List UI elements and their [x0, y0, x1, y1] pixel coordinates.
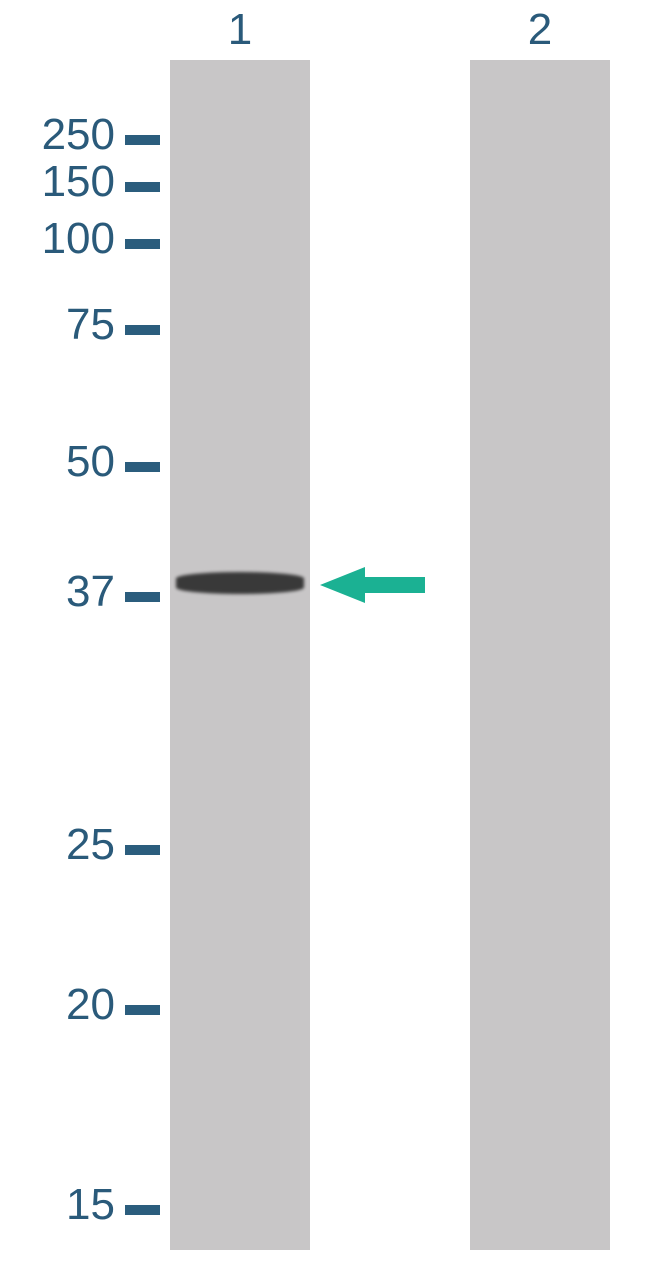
marker-tick-150 [125, 182, 160, 192]
marker-label-50: 50 [66, 440, 115, 484]
marker-tick-25 [125, 845, 160, 855]
marker-tick-75 [125, 325, 160, 335]
marker-tick-100 [125, 239, 160, 249]
marker-tick-250 [125, 135, 160, 145]
marker-tick-15 [125, 1205, 160, 1215]
marker-label-100: 100 [42, 217, 115, 261]
marker-tick-37 [125, 592, 160, 602]
lane-header-2: 2 [470, 5, 610, 55]
marker-label-25: 25 [66, 823, 115, 867]
blot-container: 1 2 250 150 100 75 50 37 25 20 15 [0, 0, 650, 1270]
marker-label-250: 250 [42, 113, 115, 157]
marker-label-150: 150 [42, 160, 115, 204]
marker-label-37: 37 [66, 570, 115, 614]
marker-tick-20 [125, 1005, 160, 1015]
lane-header-1: 1 [170, 5, 310, 55]
protein-band [176, 572, 305, 594]
marker-tick-50 [125, 462, 160, 472]
lane-1 [170, 60, 310, 1250]
marker-label-20: 20 [66, 983, 115, 1027]
lane-2 [470, 60, 610, 1250]
marker-label-75: 75 [66, 303, 115, 347]
band-indicator-arrow-icon [320, 565, 425, 605]
marker-label-15: 15 [66, 1183, 115, 1227]
